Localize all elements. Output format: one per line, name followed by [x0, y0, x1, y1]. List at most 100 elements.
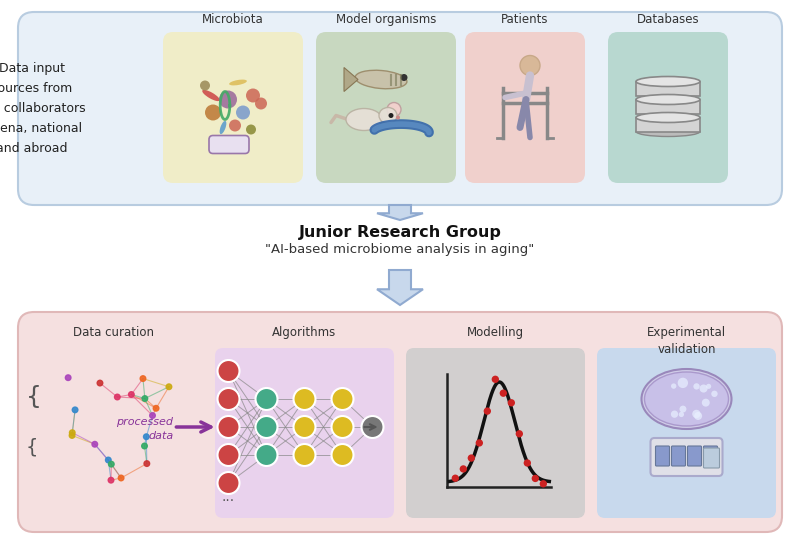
Circle shape — [229, 119, 241, 132]
Ellipse shape — [636, 113, 700, 123]
Circle shape — [92, 441, 98, 447]
Circle shape — [200, 81, 210, 91]
Circle shape — [218, 416, 239, 438]
Circle shape — [246, 124, 256, 134]
Ellipse shape — [642, 369, 731, 429]
Ellipse shape — [355, 70, 407, 88]
Point — [489, 375, 502, 384]
Circle shape — [255, 416, 278, 438]
Circle shape — [219, 91, 237, 109]
Circle shape — [679, 405, 686, 413]
Text: ···: ··· — [222, 494, 235, 508]
Circle shape — [699, 385, 708, 393]
Circle shape — [218, 472, 239, 494]
Circle shape — [255, 388, 278, 410]
Circle shape — [255, 444, 278, 466]
FancyBboxPatch shape — [18, 312, 782, 532]
Circle shape — [401, 74, 407, 81]
Circle shape — [140, 376, 146, 381]
Point — [481, 407, 494, 416]
Polygon shape — [377, 270, 423, 305]
Circle shape — [694, 383, 700, 390]
Point — [449, 474, 462, 483]
Circle shape — [711, 391, 718, 397]
Text: processed
data: processed data — [117, 417, 174, 441]
Text: Microbiota: Microbiota — [202, 13, 264, 26]
Circle shape — [294, 444, 315, 466]
Point — [537, 479, 550, 488]
Point — [521, 459, 534, 468]
FancyBboxPatch shape — [687, 446, 702, 466]
Text: Junior Research Group: Junior Research Group — [298, 225, 502, 240]
Point — [505, 398, 518, 407]
Text: {: { — [26, 437, 38, 456]
Ellipse shape — [346, 109, 382, 130]
FancyBboxPatch shape — [215, 348, 394, 518]
Ellipse shape — [645, 372, 729, 426]
Circle shape — [331, 444, 354, 466]
Circle shape — [520, 55, 540, 76]
FancyBboxPatch shape — [465, 32, 585, 183]
FancyBboxPatch shape — [406, 348, 585, 518]
Circle shape — [166, 384, 172, 390]
Circle shape — [66, 375, 71, 380]
Circle shape — [702, 399, 710, 407]
Text: Data curation: Data curation — [73, 326, 154, 339]
Ellipse shape — [220, 121, 226, 134]
Circle shape — [150, 413, 155, 418]
Circle shape — [205, 105, 221, 120]
Circle shape — [694, 412, 702, 420]
Circle shape — [97, 380, 102, 386]
Text: Data input
sources from
FLI, collaborators
in Jena, national
and abroad: Data input sources from FLI, collaborato… — [0, 62, 86, 155]
Text: "AI-based microbiome analysis in aging": "AI-based microbiome analysis in aging" — [266, 244, 534, 256]
Circle shape — [331, 416, 354, 438]
Circle shape — [671, 410, 678, 418]
Circle shape — [396, 115, 400, 119]
Point — [497, 389, 510, 398]
Circle shape — [106, 457, 111, 463]
Ellipse shape — [229, 80, 247, 86]
Circle shape — [387, 102, 401, 116]
Ellipse shape — [636, 95, 700, 105]
FancyBboxPatch shape — [636, 118, 700, 132]
FancyBboxPatch shape — [636, 82, 700, 96]
Ellipse shape — [379, 108, 397, 124]
Point — [473, 438, 486, 447]
Text: Experimental
validation: Experimental validation — [647, 326, 726, 356]
FancyBboxPatch shape — [608, 32, 728, 183]
Circle shape — [692, 410, 701, 418]
Polygon shape — [377, 205, 423, 220]
Polygon shape — [344, 68, 358, 91]
Circle shape — [118, 475, 124, 481]
FancyBboxPatch shape — [650, 438, 722, 476]
Circle shape — [294, 416, 315, 438]
Circle shape — [255, 97, 267, 110]
FancyBboxPatch shape — [18, 12, 782, 205]
Circle shape — [70, 433, 75, 438]
Circle shape — [144, 461, 150, 466]
FancyBboxPatch shape — [671, 446, 686, 466]
Text: {: { — [26, 385, 42, 409]
Circle shape — [143, 434, 149, 440]
Text: Databases: Databases — [637, 13, 699, 26]
Ellipse shape — [636, 127, 700, 137]
Ellipse shape — [202, 90, 220, 101]
Ellipse shape — [636, 77, 700, 86]
Text: Algorithms: Algorithms — [272, 326, 337, 339]
Circle shape — [294, 388, 315, 410]
FancyBboxPatch shape — [316, 32, 456, 183]
Circle shape — [236, 105, 250, 119]
Text: Model organisms: Model organisms — [336, 13, 436, 26]
FancyBboxPatch shape — [597, 348, 776, 518]
Circle shape — [218, 444, 239, 466]
Circle shape — [362, 416, 383, 438]
Point — [513, 430, 526, 438]
Circle shape — [70, 430, 75, 436]
Circle shape — [331, 388, 354, 410]
FancyBboxPatch shape — [655, 446, 670, 466]
Circle shape — [246, 88, 260, 102]
Circle shape — [142, 396, 148, 402]
Circle shape — [218, 388, 239, 410]
Circle shape — [678, 412, 684, 417]
Circle shape — [154, 405, 159, 411]
